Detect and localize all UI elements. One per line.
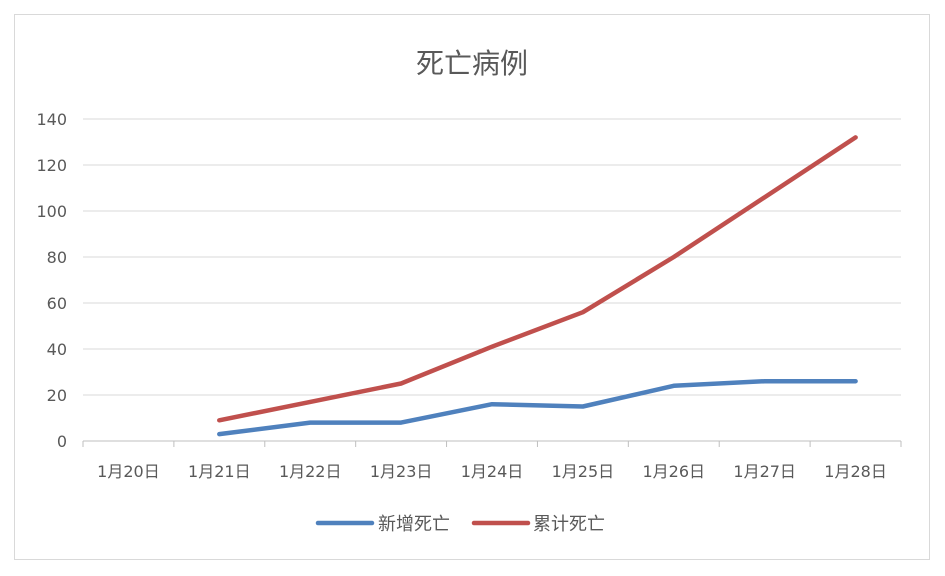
y-axis: 0 20 40 60 80 100 120 140 [36,110,67,451]
chart-title: 死亡病例 [416,47,528,80]
x-tick-label: 1月20日 [97,462,160,481]
x-tick-label: 1月25日 [552,462,615,481]
y-tick-label: 60 [47,294,67,313]
series-line-1 [217,135,858,423]
x-tick-label: 1月28日 [824,462,887,481]
x-axis: 1月20日 1月21日 1月22日 1月23日 1月24日 1月25日 1月26日 1月27日… [82,441,902,481]
grid-lines [83,118,901,442]
series-lines [217,135,858,437]
y-tick-label: 100 [36,202,67,221]
x-tick-label: 1月23日 [370,462,433,481]
y-tick-label: 120 [36,156,67,175]
x-tick-label: 1月26日 [643,462,706,481]
chart-frame [14,14,930,560]
y-tick-label: 80 [47,248,67,267]
series-line-0 [217,378,858,437]
legend-label: 累计死亡 [533,514,605,535]
x-tick-label: 1月27日 [733,462,796,481]
x-tick-label: 1月21日 [188,462,251,481]
y-tick-label: 20 [47,386,67,405]
y-tick-label: 0 [57,432,67,451]
y-tick-label: 140 [36,110,67,129]
y-tick-label: 40 [47,340,67,359]
x-tick-label: 1月24日 [461,462,524,481]
legend-label: 新增死亡 [378,514,450,535]
legend: 新增死亡 累计死亡 [315,514,605,535]
x-tick-label: 1月22日 [279,462,342,481]
